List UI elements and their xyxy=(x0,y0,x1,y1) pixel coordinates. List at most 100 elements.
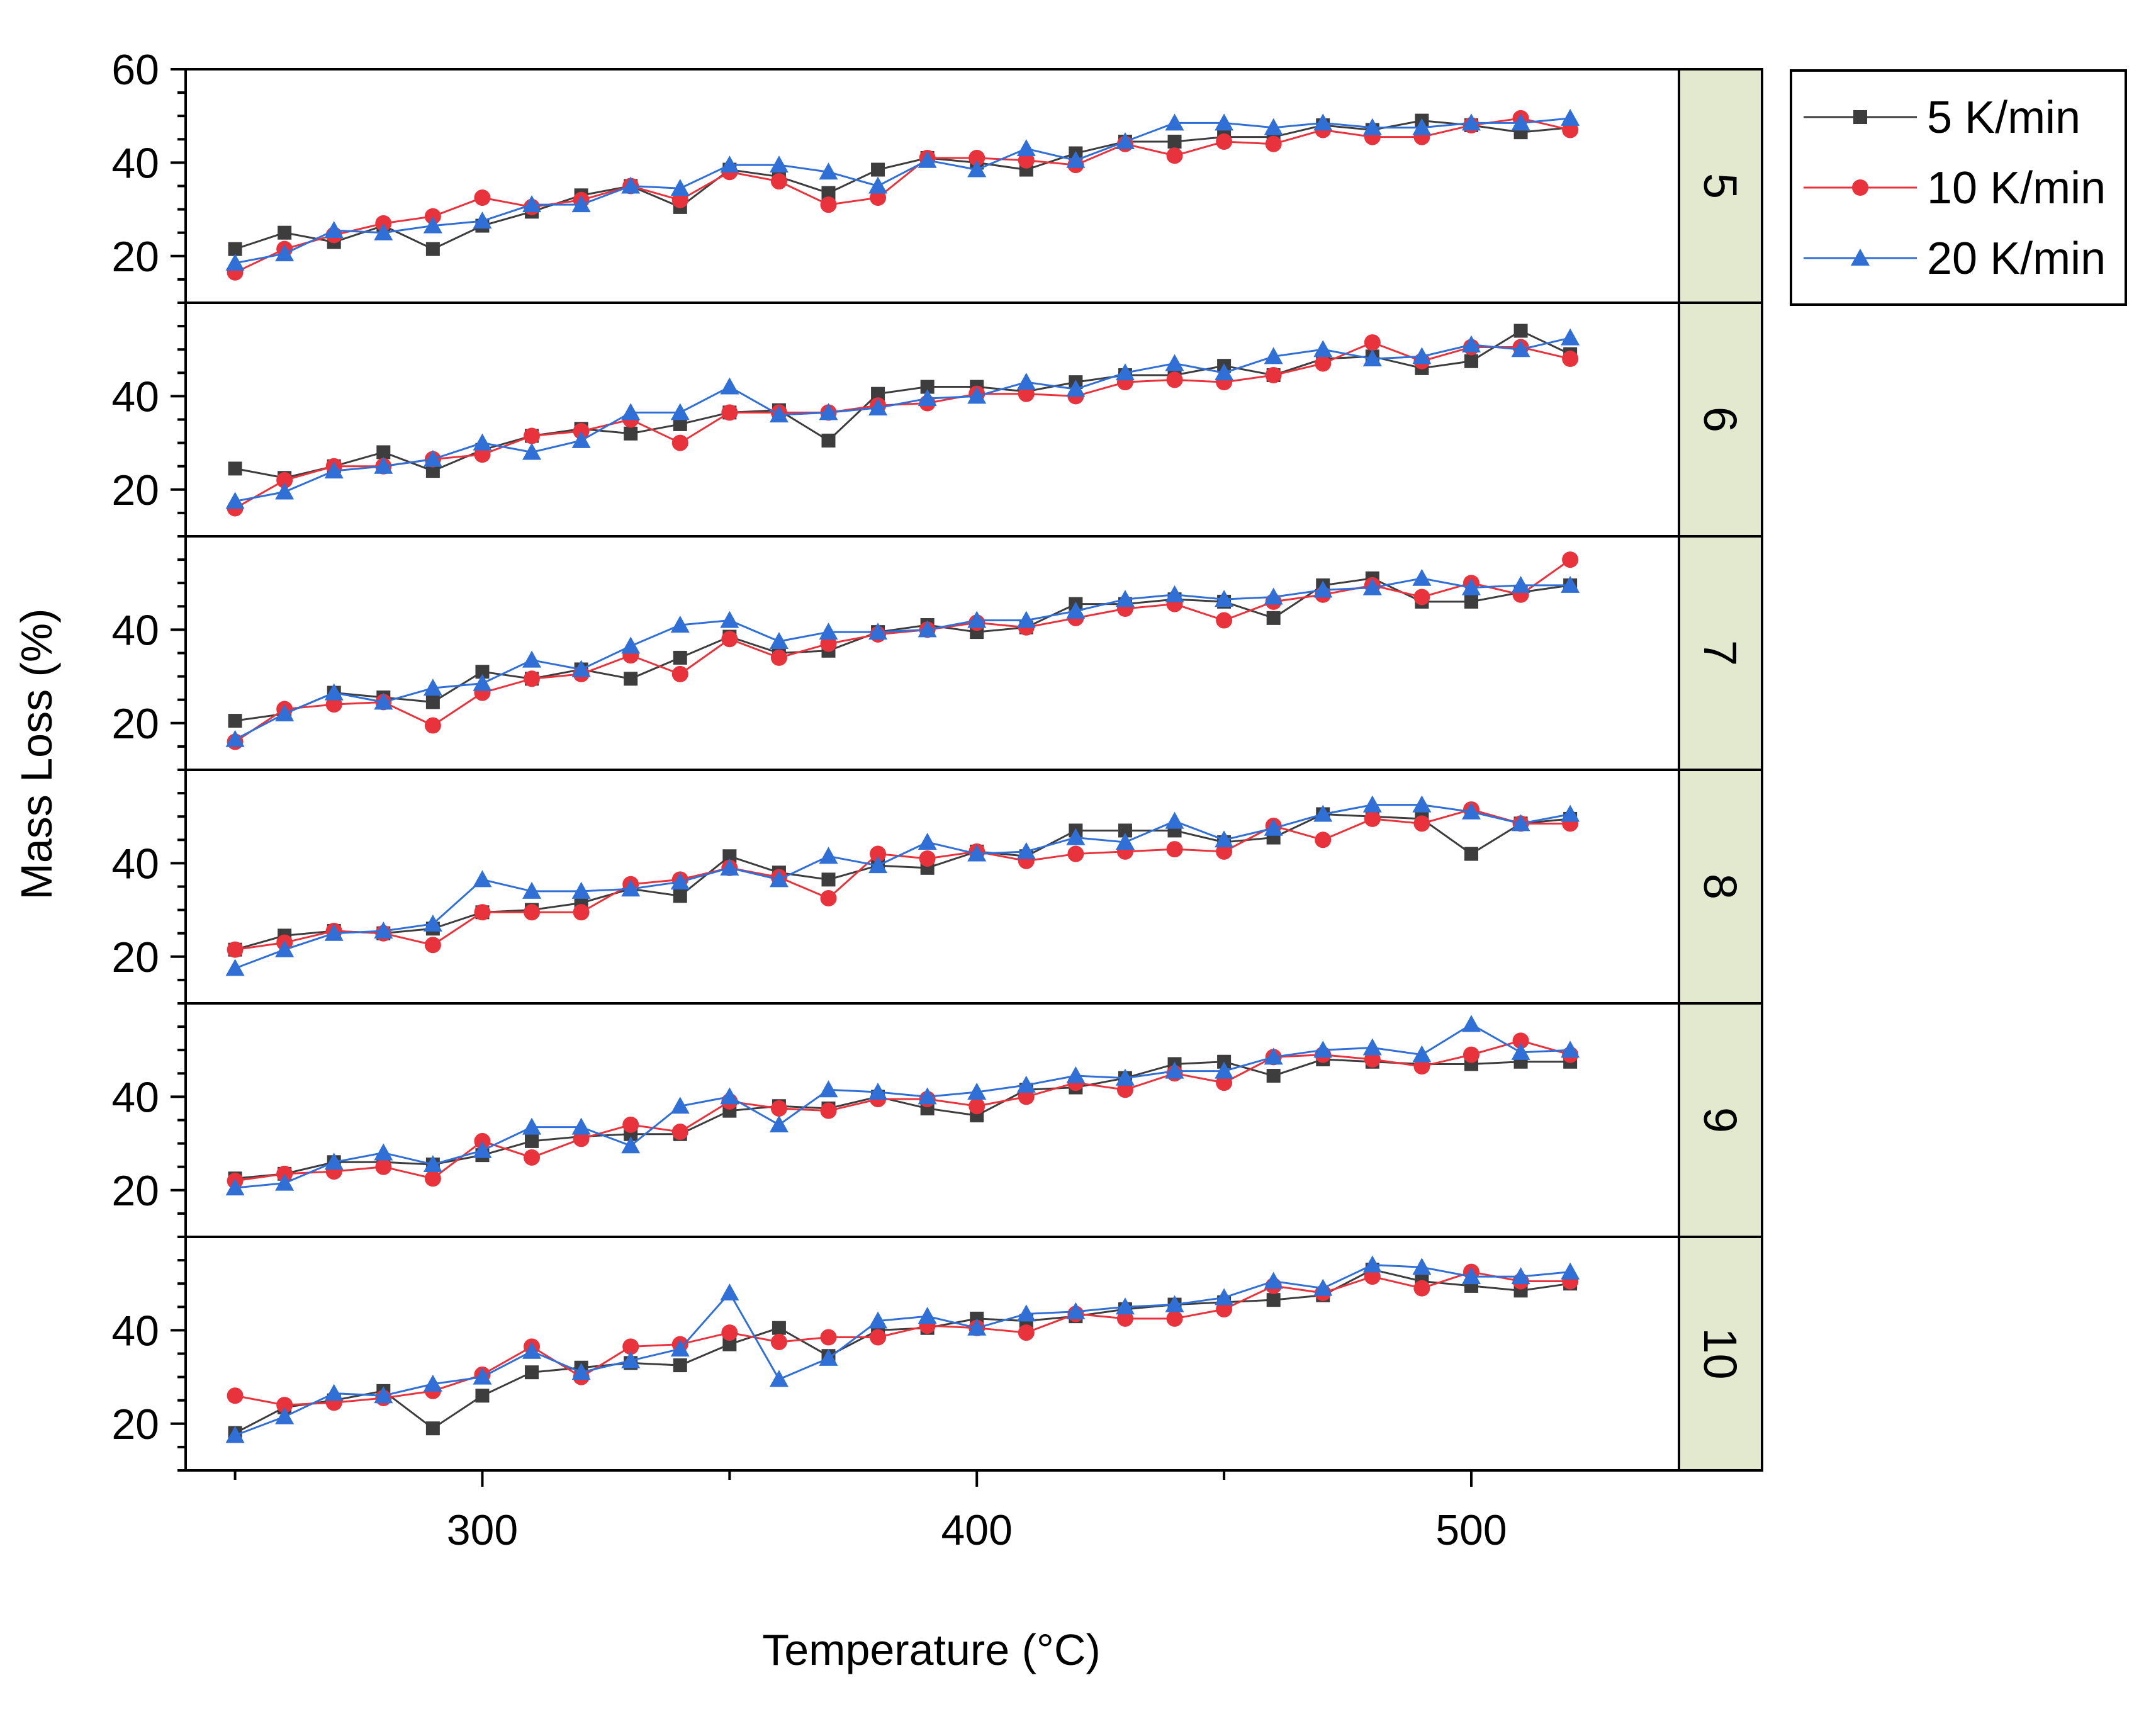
data-point xyxy=(919,850,936,867)
data-point xyxy=(769,1115,789,1132)
data-point xyxy=(573,1130,590,1147)
series-10-k-min xyxy=(227,551,1579,750)
legend-marker xyxy=(1853,110,1867,124)
panel-strip xyxy=(1678,1236,1763,1472)
series-line xyxy=(234,117,1571,274)
data-point xyxy=(1561,328,1580,346)
data-point xyxy=(1115,590,1135,607)
data-point xyxy=(473,433,492,451)
data-point xyxy=(473,1141,492,1158)
data-point xyxy=(1266,1069,1281,1083)
series-20-k-min xyxy=(225,568,1580,747)
data-point xyxy=(670,615,690,633)
data-point xyxy=(571,1117,591,1135)
series-line xyxy=(235,577,1571,722)
panel-strip xyxy=(1678,68,1763,304)
data-point xyxy=(820,1329,837,1346)
data-point xyxy=(1561,1262,1580,1280)
data-point xyxy=(571,431,591,448)
data-point xyxy=(720,377,739,395)
data-point xyxy=(1364,1268,1381,1285)
series-line xyxy=(235,329,1571,479)
series-line xyxy=(235,120,1571,251)
data-point xyxy=(1412,795,1432,813)
data-point xyxy=(1016,611,1036,628)
data-point xyxy=(868,623,888,640)
panel-strip xyxy=(1678,535,1763,771)
x-axis-label: Temperature (°C) xyxy=(762,1625,1101,1674)
data-point xyxy=(870,845,887,862)
data-point xyxy=(1215,363,1234,381)
data-point xyxy=(769,405,789,423)
data-point xyxy=(571,881,591,899)
data-point xyxy=(1561,1040,1580,1058)
data-point xyxy=(769,870,789,888)
data-point xyxy=(1016,373,1036,390)
data-point xyxy=(1511,340,1530,358)
data-point xyxy=(225,492,245,509)
data-point xyxy=(1266,611,1281,625)
data-point xyxy=(1266,1293,1281,1307)
panel-5: 5 20 40 60 xyxy=(111,46,1763,304)
data-point xyxy=(670,872,690,890)
data-point xyxy=(1216,612,1233,629)
data-point xyxy=(1215,590,1234,607)
data-point xyxy=(1362,578,1382,595)
data-point xyxy=(1315,832,1332,849)
data-point xyxy=(228,242,242,256)
legend-label: 10 K/min xyxy=(1927,163,2106,213)
data-point xyxy=(1118,823,1132,838)
series-20-k-min xyxy=(225,108,1580,271)
data-point xyxy=(1165,811,1184,829)
data-point xyxy=(967,611,987,628)
data-point xyxy=(1412,1045,1432,1063)
data-point xyxy=(819,847,838,864)
data-point xyxy=(918,1307,937,1324)
data-point xyxy=(275,704,295,721)
data-point xyxy=(1018,1324,1035,1341)
data-point xyxy=(474,189,491,206)
data-point xyxy=(473,870,492,888)
data-point xyxy=(1313,340,1333,358)
data-point xyxy=(1115,363,1135,381)
data-point xyxy=(1362,1038,1382,1056)
data-point xyxy=(1362,795,1382,813)
data-point xyxy=(227,1387,244,1404)
data-point xyxy=(1364,1051,1381,1068)
data-point xyxy=(275,244,295,262)
panel-strip-label: 5 xyxy=(1694,173,1746,199)
x-tick-label: 500 xyxy=(1435,1506,1507,1554)
data-point xyxy=(1412,347,1432,364)
data-point xyxy=(770,173,787,190)
data-point xyxy=(671,1124,688,1141)
data-point xyxy=(673,650,687,665)
y-tick-label: 40 xyxy=(111,1307,159,1355)
data-point xyxy=(524,904,541,921)
data-point xyxy=(1413,589,1430,606)
series-line xyxy=(235,117,1571,264)
data-point xyxy=(573,904,590,921)
data-point xyxy=(225,730,245,747)
data-point xyxy=(522,195,542,213)
data-point xyxy=(276,1397,293,1414)
data-point xyxy=(1412,118,1432,135)
data-point xyxy=(475,1389,490,1403)
data-point xyxy=(1264,1047,1283,1065)
data-point xyxy=(324,461,344,479)
data-point xyxy=(227,941,244,958)
data-point xyxy=(1513,324,1528,338)
data-point xyxy=(967,160,987,178)
series-line xyxy=(235,808,1571,951)
data-point xyxy=(1461,578,1481,595)
data-point xyxy=(671,191,688,208)
x-axis: 300 400 500 xyxy=(178,1469,1762,1554)
panel-frame xyxy=(184,769,1680,1005)
data-point xyxy=(624,426,638,441)
series-10-k-min xyxy=(227,801,1579,958)
data-point xyxy=(473,674,492,691)
data-point xyxy=(1165,585,1184,602)
data-point xyxy=(225,1426,245,1443)
panel-strip xyxy=(1678,302,1763,538)
data-point xyxy=(1016,139,1036,157)
data-point xyxy=(423,914,442,932)
